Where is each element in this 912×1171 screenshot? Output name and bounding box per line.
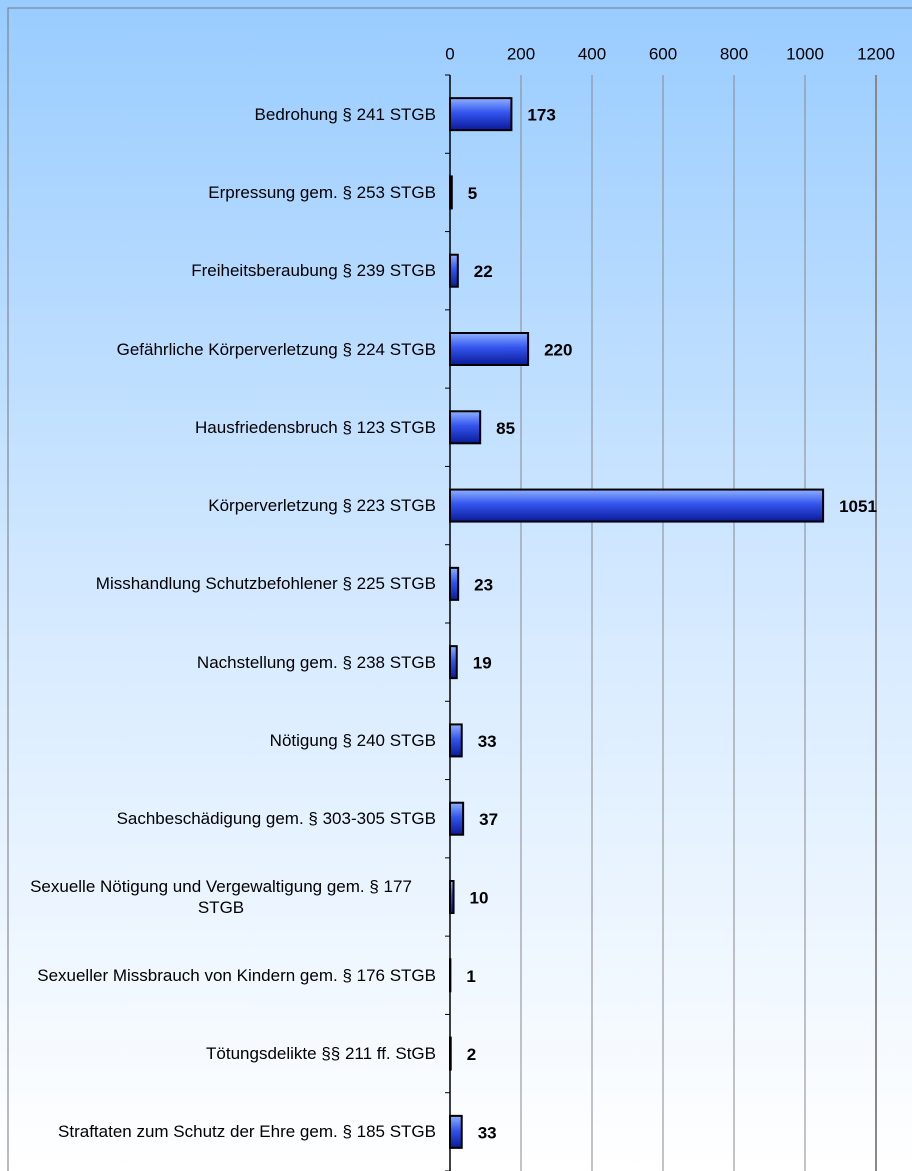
category-text: Körperverletzung § 223 STGB [208,496,436,516]
category-text: Freiheitsberaubung § 239 STGB [191,261,436,281]
bar [449,801,465,836]
y-tick-label: Freiheitsberaubung § 239 STGB [6,241,436,301]
x-tick-label: 600 [649,44,677,63]
value-label: 33 [478,1123,497,1142]
value-label: 10 [470,888,489,907]
category-text: Bedrohung § 241 STGB [254,104,436,124]
y-tick-label: Erpressung gem. § 253 STGB [6,162,436,222]
value-label: 33 [478,732,497,751]
y-tick-label: Hausfriedensbruch § 123 STGB [6,397,436,457]
value-label: 173 [527,106,555,125]
value-label: 5 [468,184,477,203]
category-text: Sexueller Missbrauch von Kindern gem. § … [37,965,436,985]
bar [449,332,530,366]
category-text: Hausfriedensbruch § 123 STGB [195,417,436,437]
bar [449,566,460,601]
y-tick-label: Tötungsdelikte §§ 211 ff. StGB [6,1024,436,1084]
category-text: Gefährliche Körperverletzung § 224 STGB [116,339,436,359]
value-label: 23 [474,575,493,594]
y-tick-label: Sexueller Missbrauch von Kindern gem. § … [6,945,436,1005]
category-text: Nötigung § 240 STGB [269,730,436,750]
value-label: 220 [544,340,572,359]
y-tick-label: Bedrohung § 241 STGB [6,84,436,144]
x-tick-label: 1200 [857,44,895,63]
bar [449,175,453,210]
category-text: Sachbeschädigung gem. § 303-305 STGB [116,809,436,829]
bar [449,97,513,132]
bar [449,488,825,523]
bar [449,723,463,758]
x-tick-label: 0 [445,44,454,63]
y-tick-label: Sachbeschädigung gem. § 303-305 STGB [6,789,436,849]
y-tick-label: Straftaten zum Schutz der Ehre gem. § 18… [6,1102,436,1162]
y-tick-label: Sexuelle Nötigung und Vergewaltigung gem… [6,867,436,927]
bar [449,1036,452,1071]
y-tick-label: Nachstellung gem. § 238 STGB [6,632,436,692]
bar [449,410,482,445]
category-text: Sexuelle Nötigung und Vergewaltigung gem… [30,877,412,917]
value-label: 19 [473,654,492,673]
x-tick-label: 200 [507,44,535,63]
category-text: Erpressung gem. § 253 STGB [208,182,436,202]
x-tick-label: 800 [720,44,748,63]
value-label: 1 [466,967,475,986]
y-tick-label: Gefährliche Körperverletzung § 224 STGB [6,319,436,379]
bar [449,880,455,914]
category-text: Straftaten zum Schutz der Ehre gem. § 18… [58,1122,436,1142]
y-tick-label: Körperverletzung § 223 STGB [6,476,436,536]
category-text: Nachstellung gem. § 238 STGB [196,652,436,672]
category-text: Misshandlung Schutzbefohlener § 225 STGB [95,574,436,594]
bar [449,1114,463,1149]
x-tick-label: 400 [578,44,606,63]
value-label: 2 [467,1045,476,1064]
value-label: 37 [479,810,498,829]
y-tick-label: Misshandlung Schutzbefohlener § 225 STGB [6,554,436,614]
bar [449,253,459,288]
bar [449,645,458,680]
y-tick-label: Nötigung § 240 STGB [6,710,436,770]
frame [7,7,912,1171]
value-label: 22 [474,262,493,281]
category-text: Tötungsdelikte §§ 211 ff. StGB [206,1044,436,1064]
x-tick-label: 1000 [786,44,824,63]
value-label: 85 [496,419,515,438]
value-label: 1051 [839,497,877,516]
